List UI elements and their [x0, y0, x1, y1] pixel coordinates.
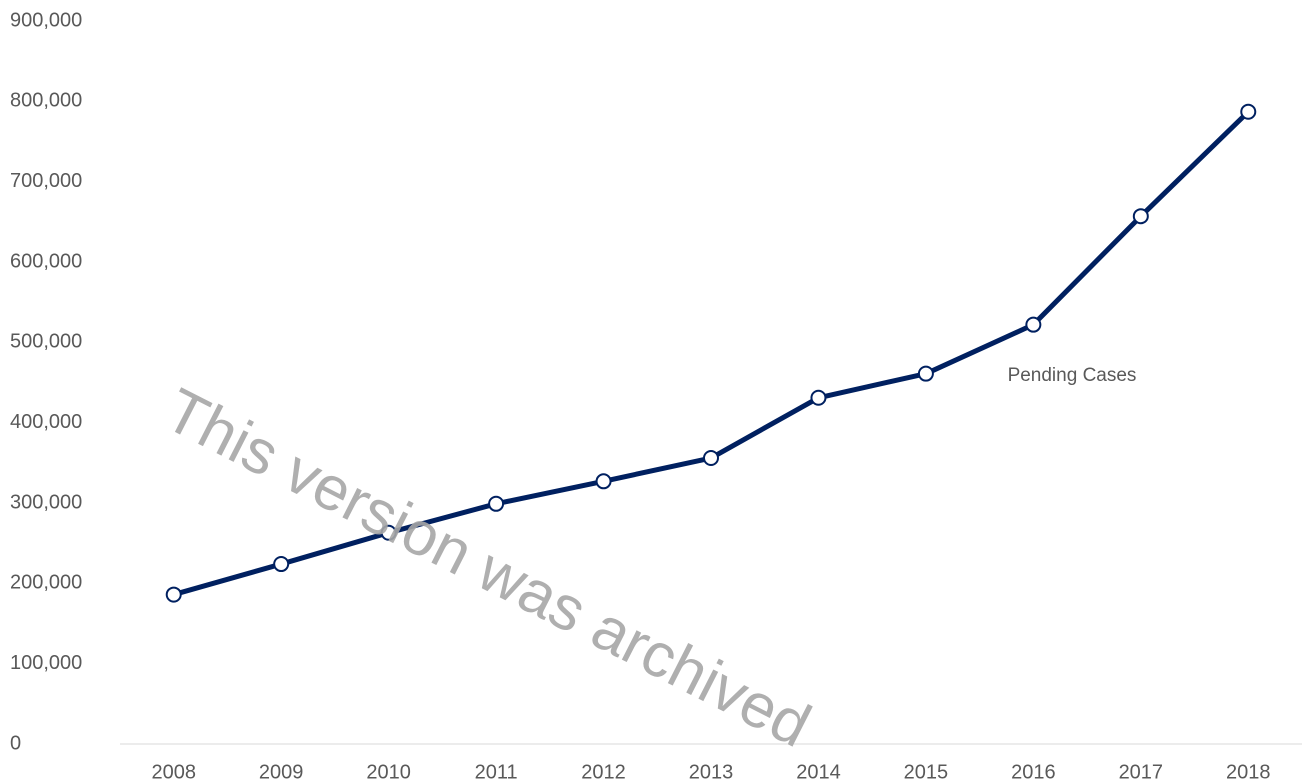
point-marker	[703, 450, 719, 467]
point-marker	[1132, 208, 1149, 225]
x-tick-label: 2017	[1119, 761, 1164, 783]
y-tick-label: 900,000	[10, 9, 82, 31]
y-tick-label: 600,000	[10, 250, 82, 272]
point-marker	[810, 389, 827, 406]
y-tick-label: 700,000	[10, 170, 82, 192]
y-tick-label: 400,000	[10, 411, 82, 433]
point-marker	[917, 365, 934, 382]
point-marker	[273, 556, 290, 573]
y-tick-label: 800,000	[10, 90, 82, 112]
point-marker	[1025, 316, 1042, 333]
x-tick-label: 2012	[581, 761, 626, 783]
x-tick-label: 2018	[1226, 761, 1271, 783]
x-tick-label: 2015	[904, 761, 949, 783]
x-tick-label: 2011	[475, 761, 518, 783]
x-tick-label: 2010	[366, 761, 411, 783]
series-label: Pending Cases	[1008, 365, 1137, 386]
point-marker	[1240, 103, 1257, 120]
point-marker	[165, 586, 182, 603]
x-tick-label: 2013	[689, 761, 734, 783]
y-tick-label: 0	[10, 732, 21, 754]
x-tick-label: 2016	[1011, 761, 1056, 783]
x-tick-label: 2014	[796, 761, 841, 783]
point-marker	[488, 495, 505, 512]
y-tick-label: 100,000	[10, 652, 82, 674]
y-tick-label: 300,000	[10, 491, 82, 513]
y-tick-label: 200,000	[10, 572, 82, 594]
point-marker	[380, 524, 397, 541]
y-tick-label: 500,000	[10, 331, 82, 353]
x-tick-label: 2009	[259, 761, 304, 783]
x-tick-label: 2008	[151, 761, 196, 783]
point-marker	[595, 473, 612, 490]
watermark: This version was archived	[154, 376, 821, 761]
